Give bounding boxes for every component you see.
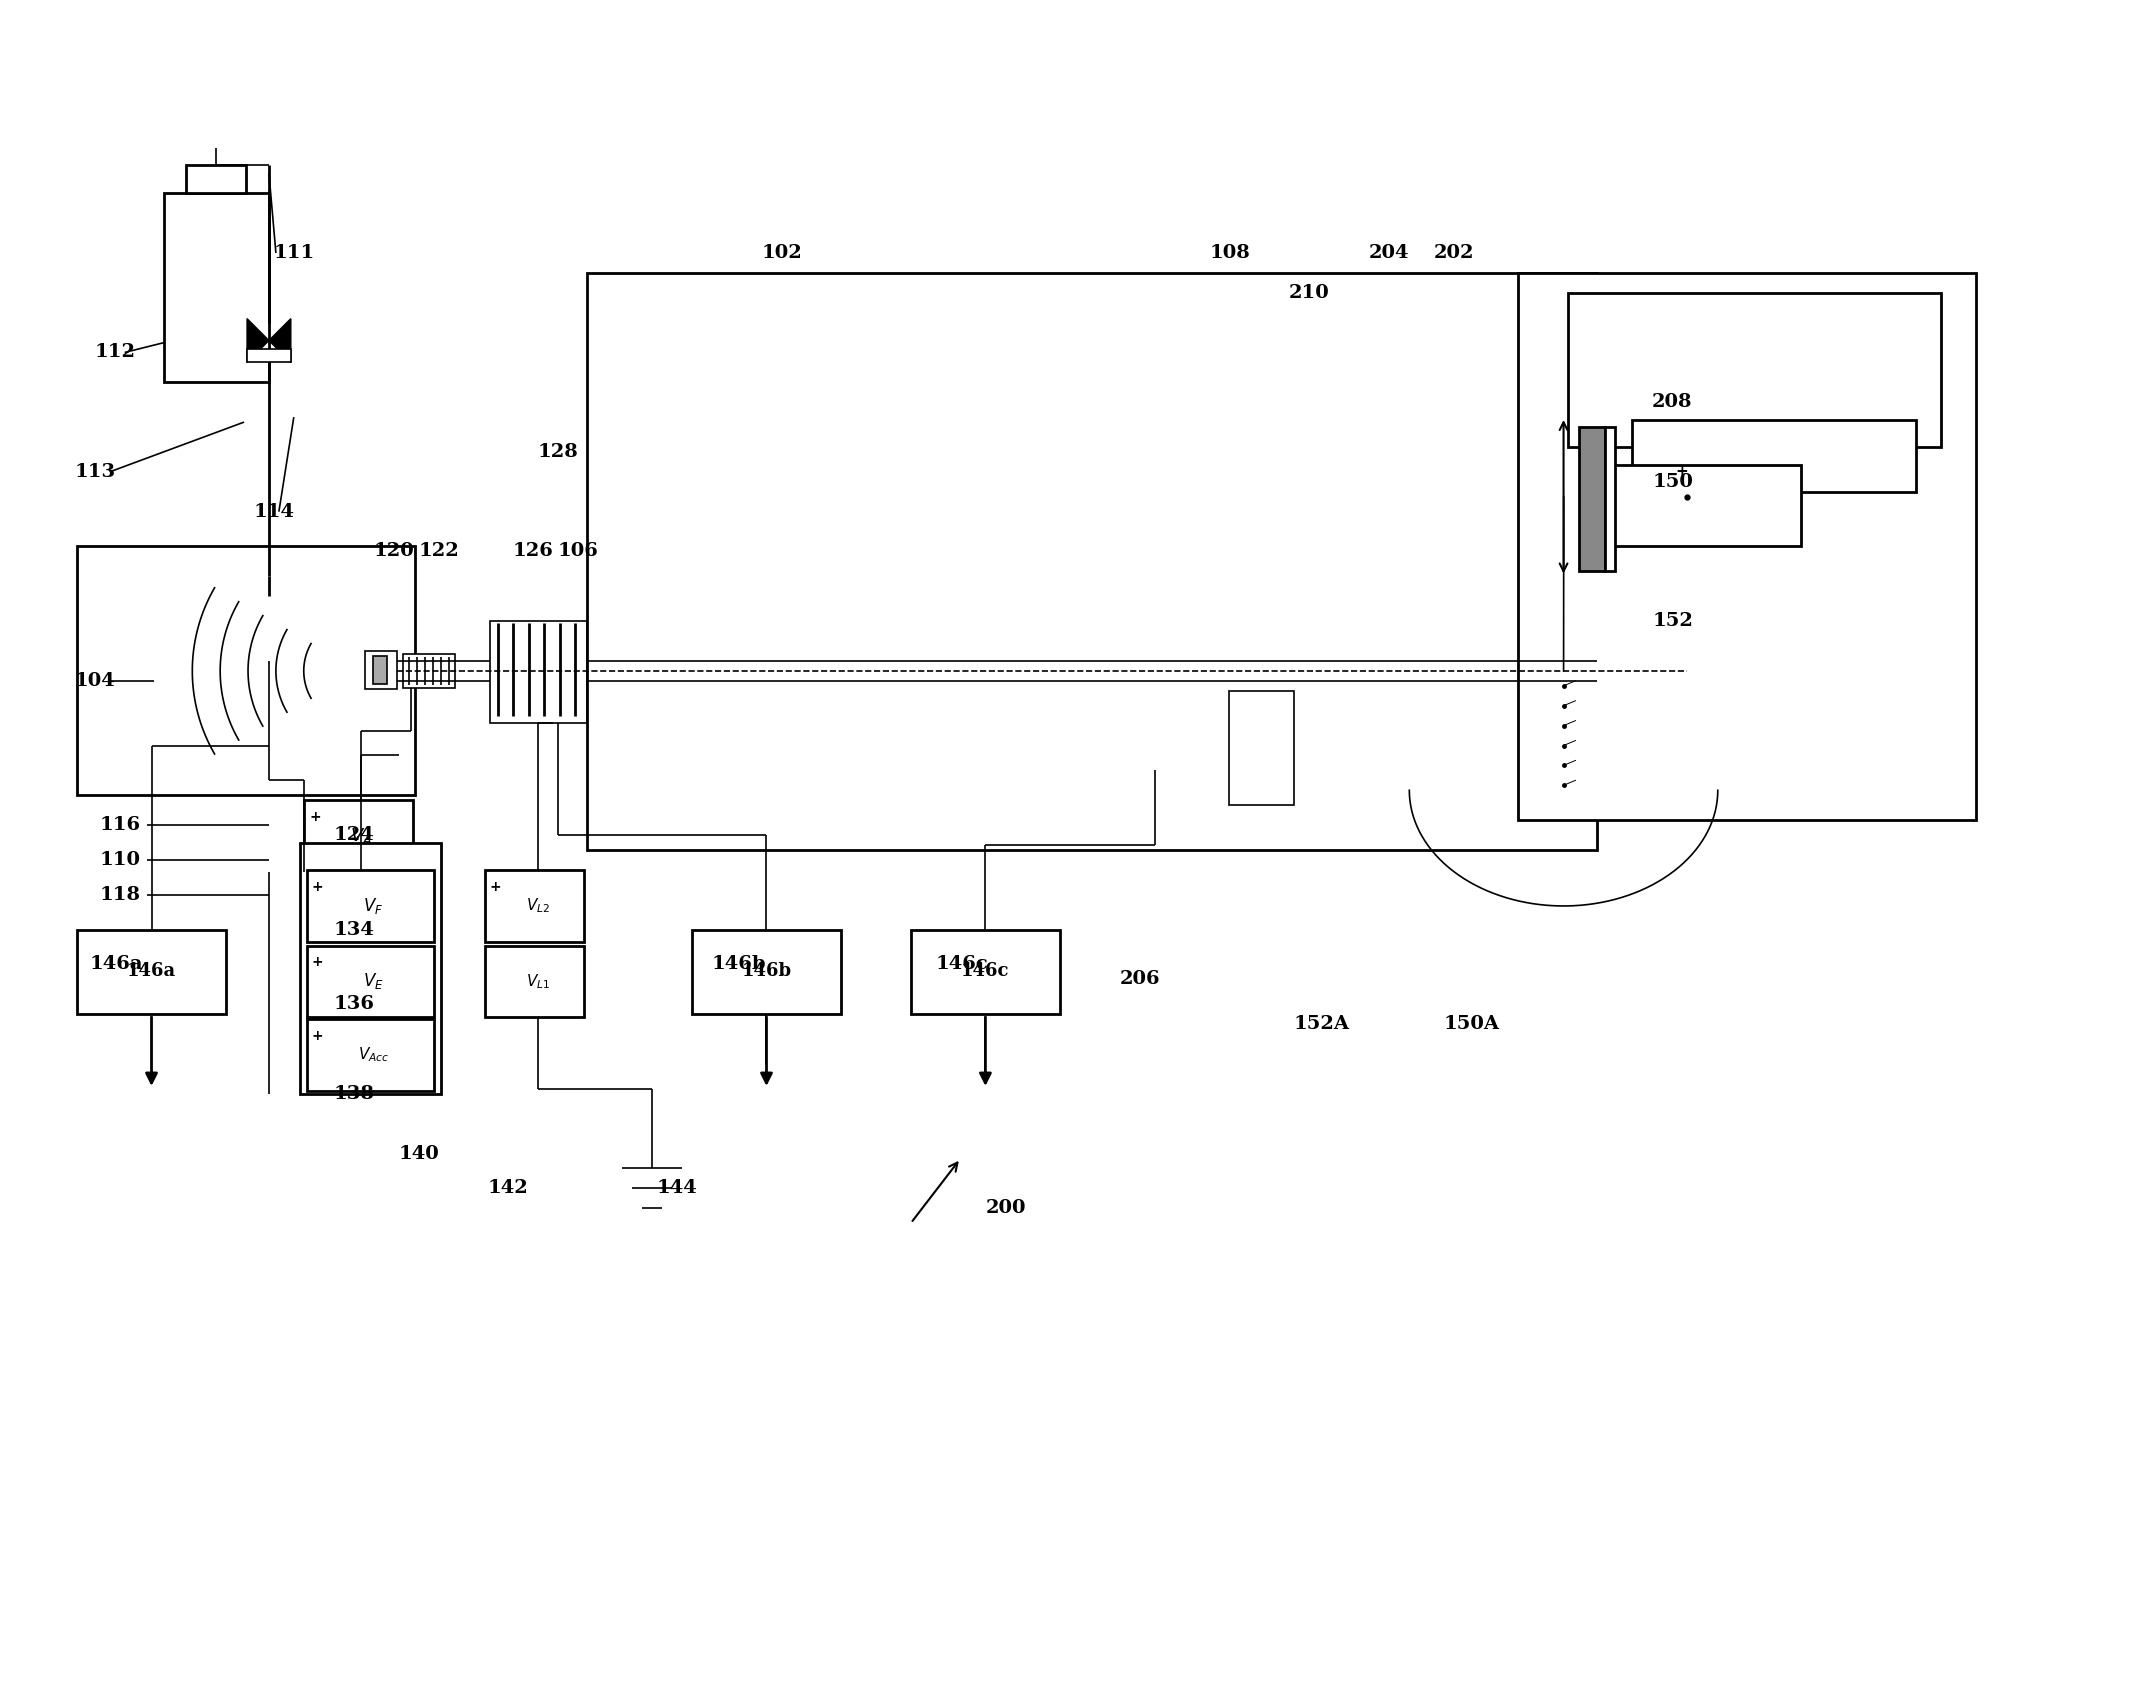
Bar — [1606, 427, 1616, 571]
Bar — [485, 870, 585, 942]
Text: 116: 116 — [100, 816, 141, 835]
Bar — [164, 194, 269, 382]
Text: 118: 118 — [100, 886, 141, 904]
Text: 104: 104 — [75, 672, 115, 690]
Text: 142: 142 — [489, 1180, 529, 1197]
Text: $V_{L2}$: $V_{L2}$ — [525, 896, 549, 915]
Text: 111: 111 — [273, 243, 316, 262]
Text: 106: 106 — [557, 542, 598, 561]
Text: 208: 208 — [1652, 393, 1693, 411]
Text: 113: 113 — [75, 462, 115, 481]
Text: 150A: 150A — [1443, 1015, 1499, 1034]
Bar — [1518, 272, 1975, 819]
Bar — [912, 930, 1061, 1015]
Text: $V_{Acc}$: $V_{Acc}$ — [359, 1046, 389, 1064]
Bar — [374, 656, 386, 683]
Bar — [485, 945, 585, 1017]
Text: 120: 120 — [374, 542, 414, 561]
Text: 210: 210 — [1290, 284, 1330, 301]
Bar — [303, 801, 414, 872]
Text: +: + — [312, 881, 322, 894]
Text: 146c: 146c — [961, 962, 1010, 981]
Text: 112: 112 — [94, 343, 137, 362]
Text: 136: 136 — [333, 994, 374, 1013]
Polygon shape — [248, 318, 269, 362]
Text: 150: 150 — [1652, 473, 1693, 491]
Text: $V_F$: $V_F$ — [363, 896, 384, 916]
Text: 124: 124 — [333, 826, 374, 845]
Bar — [489, 620, 587, 722]
Polygon shape — [269, 318, 290, 362]
Text: +: + — [310, 811, 322, 824]
Text: 204: 204 — [1369, 243, 1409, 262]
Text: $V_E$: $V_E$ — [363, 971, 384, 991]
Bar — [365, 651, 397, 688]
Bar — [1633, 420, 1915, 491]
Text: 140: 140 — [399, 1144, 440, 1163]
Text: 128: 128 — [538, 444, 579, 461]
Text: 108: 108 — [1208, 243, 1251, 262]
Bar — [307, 945, 433, 1017]
Text: 114: 114 — [254, 503, 295, 520]
Bar — [1580, 427, 1606, 571]
Text: 146b: 146b — [711, 955, 766, 974]
Text: +: + — [312, 955, 322, 969]
Text: 146b: 146b — [741, 962, 792, 981]
Bar — [1567, 292, 1941, 447]
Bar — [1603, 464, 1802, 546]
Bar — [404, 654, 455, 688]
Bar — [248, 350, 290, 362]
Bar — [299, 843, 442, 1093]
Bar — [77, 546, 414, 796]
Text: 146a: 146a — [90, 955, 143, 974]
Text: 152: 152 — [1652, 612, 1693, 631]
Text: 134: 134 — [333, 921, 374, 938]
Bar — [587, 272, 1597, 850]
Bar — [186, 165, 246, 194]
Bar — [307, 870, 433, 942]
Text: 102: 102 — [762, 243, 803, 262]
Text: $V_{L1}$: $V_{L1}$ — [525, 972, 549, 991]
Text: 202: 202 — [1433, 243, 1473, 262]
Bar — [692, 930, 841, 1015]
Text: 122: 122 — [418, 542, 459, 561]
Text: 110: 110 — [100, 852, 141, 869]
Text: +: + — [312, 1028, 322, 1044]
Text: 126: 126 — [512, 542, 553, 561]
Text: 152A: 152A — [1294, 1015, 1349, 1034]
Text: $V_A$: $V_A$ — [350, 826, 371, 847]
Text: 146a: 146a — [126, 962, 175, 981]
Text: +: + — [1676, 464, 1689, 479]
Text: 138: 138 — [333, 1085, 374, 1103]
Text: 146c: 146c — [935, 955, 989, 974]
Bar — [1230, 690, 1294, 806]
Text: 144: 144 — [658, 1180, 698, 1197]
Text: 200: 200 — [986, 1198, 1027, 1217]
Text: 206: 206 — [1119, 971, 1159, 988]
Bar — [77, 930, 226, 1015]
Bar — [307, 1020, 433, 1091]
Text: +: + — [489, 881, 502, 894]
